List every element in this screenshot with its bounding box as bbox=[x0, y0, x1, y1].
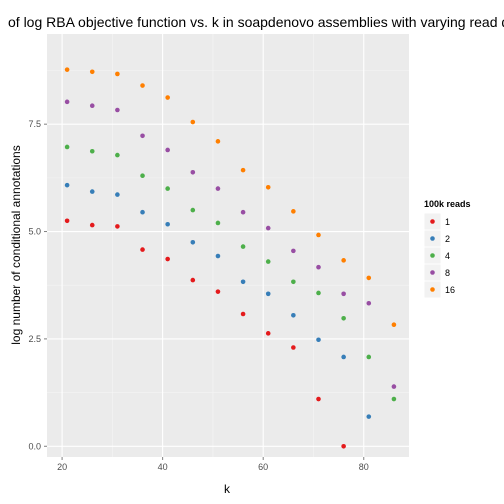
data-points bbox=[64, 67, 397, 449]
point-series-1 bbox=[190, 277, 196, 283]
y-tick-label: 2.5 bbox=[28, 334, 41, 344]
point-series-16 bbox=[391, 322, 397, 328]
point-series-8 bbox=[291, 248, 296, 254]
point-series-8 bbox=[265, 225, 271, 231]
legend-label-8: 8 bbox=[445, 268, 450, 278]
point-series-8 bbox=[115, 107, 120, 113]
y-tick-label: 7.5 bbox=[28, 119, 41, 129]
point-series-1 bbox=[64, 218, 70, 224]
point-series-16 bbox=[316, 232, 321, 238]
point-series-16 bbox=[64, 67, 70, 72]
point-series-1 bbox=[165, 256, 170, 262]
point-series-4 bbox=[64, 144, 70, 150]
legend-label-1: 1 bbox=[445, 217, 450, 227]
point-series-1 bbox=[265, 331, 271, 336]
y-tick-label: 5.0 bbox=[28, 227, 41, 237]
point-series-8 bbox=[215, 186, 221, 191]
point-series-16 bbox=[215, 139, 221, 144]
point-series-4 bbox=[190, 207, 196, 213]
point-series-8 bbox=[391, 384, 397, 389]
legend-swatch-1 bbox=[430, 219, 435, 224]
legend: 100k reads 1 2 4 8 16 bbox=[423, 199, 471, 299]
point-series-4 bbox=[316, 290, 321, 296]
point-series-4 bbox=[115, 152, 120, 158]
point-series-4 bbox=[240, 244, 246, 249]
point-series-16 bbox=[115, 71, 120, 77]
legend-title: 100k reads bbox=[424, 199, 471, 209]
point-series-2 bbox=[64, 182, 70, 188]
y-axis-ticks: 0.0 2.5 5.0 7.5 bbox=[28, 119, 47, 451]
point-series-8 bbox=[240, 209, 246, 215]
point-series-8 bbox=[165, 147, 170, 153]
point-series-16 bbox=[366, 275, 372, 281]
point-series-2 bbox=[215, 253, 221, 259]
point-series-8 bbox=[190, 169, 196, 175]
point-series-2 bbox=[115, 192, 120, 197]
point-series-8 bbox=[89, 103, 95, 109]
point-series-1 bbox=[341, 443, 346, 449]
point-series-1 bbox=[140, 247, 145, 252]
legend-swatch-16 bbox=[430, 287, 435, 292]
x-tick-label: 20 bbox=[57, 462, 67, 472]
point-series-16 bbox=[240, 167, 246, 173]
point-series-16 bbox=[265, 185, 271, 190]
point-series-4 bbox=[341, 315, 346, 321]
point-series-4 bbox=[265, 259, 271, 264]
point-series-16 bbox=[341, 258, 346, 263]
point-series-16 bbox=[89, 69, 95, 75]
panel-background bbox=[47, 34, 409, 457]
point-series-2 bbox=[140, 209, 145, 215]
point-series-1 bbox=[291, 345, 296, 350]
point-series-8 bbox=[316, 264, 321, 270]
chart-title: of log RBA objective function vs. k in s… bbox=[8, 14, 504, 30]
x-tick-label: 80 bbox=[359, 462, 369, 472]
grid bbox=[47, 34, 409, 457]
point-series-1 bbox=[115, 224, 120, 229]
point-series-8 bbox=[341, 291, 346, 297]
legend-swatch-4 bbox=[430, 253, 435, 258]
point-series-2 bbox=[291, 312, 296, 318]
point-series-4 bbox=[89, 148, 95, 154]
x-tick-label: 60 bbox=[258, 462, 268, 472]
point-series-8 bbox=[64, 99, 70, 105]
point-series-4 bbox=[140, 173, 145, 179]
point-series-1 bbox=[316, 396, 321, 402]
legend-label-2: 2 bbox=[445, 234, 450, 244]
point-series-4 bbox=[165, 186, 170, 191]
point-series-2 bbox=[366, 414, 372, 419]
x-tick-label: 40 bbox=[158, 462, 168, 472]
point-series-1 bbox=[215, 289, 221, 294]
legend-label-4: 4 bbox=[445, 251, 450, 261]
point-series-2 bbox=[240, 279, 246, 285]
point-series-4 bbox=[291, 279, 296, 285]
x-axis-title: k bbox=[224, 482, 231, 496]
y-tick-label: 0.0 bbox=[28, 441, 41, 451]
legend-swatch-8 bbox=[430, 270, 435, 275]
point-series-4 bbox=[215, 220, 221, 226]
x-axis-ticks: 20 40 60 80 bbox=[57, 457, 369, 472]
point-series-8 bbox=[366, 300, 372, 306]
point-series-8 bbox=[140, 133, 145, 139]
point-series-2 bbox=[89, 189, 95, 194]
point-series-4 bbox=[366, 354, 372, 360]
point-series-1 bbox=[240, 311, 246, 317]
point-series-2 bbox=[341, 354, 346, 360]
point-series-16 bbox=[291, 209, 296, 214]
point-series-16 bbox=[165, 95, 170, 100]
point-series-2 bbox=[316, 337, 321, 343]
point-series-2 bbox=[190, 239, 196, 245]
point-series-2 bbox=[165, 221, 170, 227]
legend-label-16: 16 bbox=[445, 285, 455, 295]
point-series-16 bbox=[190, 119, 196, 125]
point-series-16 bbox=[140, 83, 145, 88]
point-series-4 bbox=[391, 396, 397, 402]
point-series-1 bbox=[89, 222, 95, 228]
legend-swatch-2 bbox=[430, 236, 435, 241]
point-series-2 bbox=[265, 291, 271, 297]
y-axis-title: log number of conditional annotations bbox=[9, 145, 23, 344]
plot-panel bbox=[47, 34, 409, 457]
